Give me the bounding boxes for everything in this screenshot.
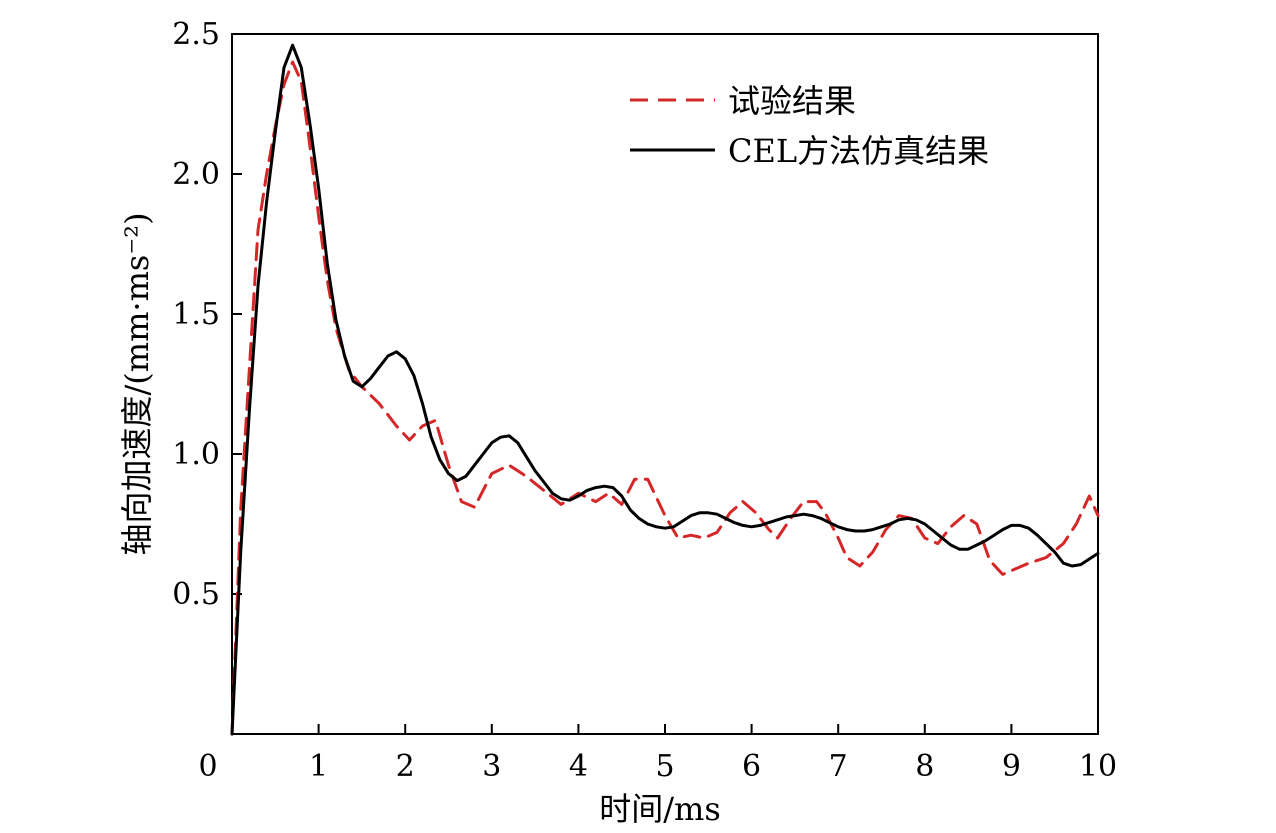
y-axis-ticks: 0.5 1.0 1.5 2.0 2.5 bbox=[172, 17, 242, 612]
x-tick-label: 2 bbox=[396, 749, 415, 784]
x-tick-label: 7 bbox=[829, 749, 848, 784]
y-tick-label: 2.5 bbox=[172, 17, 220, 52]
x-axis-label: 时间/ms bbox=[599, 790, 721, 828]
x-tick-label: 8 bbox=[915, 749, 934, 784]
y-tick-label: 2.0 bbox=[172, 157, 220, 192]
y-axis-label: 轴向加速度/(mm·ms⁻²) bbox=[118, 212, 156, 555]
series-line-experiment bbox=[230, 60, 1100, 736]
x-tick-label: 1 bbox=[309, 749, 328, 784]
x-tick-label: 3 bbox=[482, 749, 501, 784]
legend-label-experiment: 试验结果 bbox=[728, 82, 856, 120]
x-tick-label: 6 bbox=[742, 749, 761, 784]
series-layer bbox=[230, 43, 1100, 736]
x-axis-ticks: 0 1 2 3 4 5 6 7 8 9 10 bbox=[198, 724, 1117, 784]
x-tick-label: 9 bbox=[1002, 749, 1021, 784]
y-tick-label: 0.5 bbox=[172, 577, 220, 612]
x-tick-label: 5 bbox=[655, 749, 674, 784]
x-tick-label: 10 bbox=[1079, 749, 1117, 784]
x-tick-label: 4 bbox=[569, 749, 588, 784]
legend-label-simulation: CEL方法仿真结果 bbox=[728, 132, 989, 170]
series-line-simulation bbox=[230, 43, 1100, 736]
y-tick-label: 1.5 bbox=[172, 297, 220, 332]
x-tick-label: 0 bbox=[198, 749, 217, 784]
legend: 试验结果 CEL方法仿真结果 bbox=[630, 82, 989, 170]
y-tick-label: 1.0 bbox=[172, 437, 220, 472]
